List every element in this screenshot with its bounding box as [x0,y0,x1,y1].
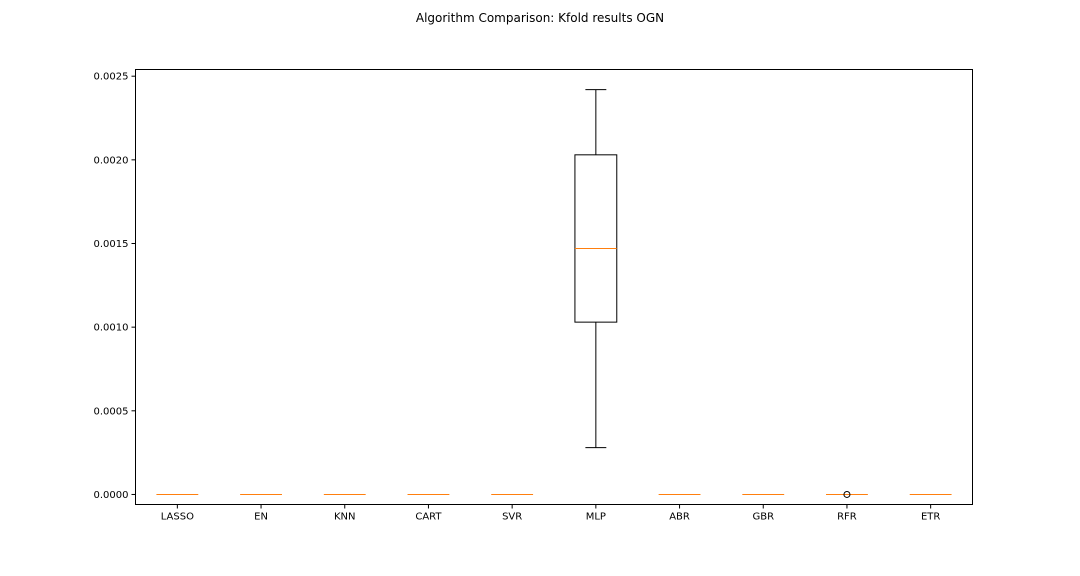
y-tick-label: 0.0000 [94,490,129,501]
plot-area [135,69,973,505]
x-tick-label: GBR [752,512,774,523]
x-tick-label: KNN [334,512,356,523]
box-mlp [574,89,618,449]
y-axis: 0.0000 0.0005 0.0010 0.0015 0.0020 0.0025 [94,72,136,501]
y-tick-label: 0.0010 [94,323,129,334]
y-tick-label: 0.0005 [94,406,129,417]
x-tick-label: ABR [669,512,690,523]
outlier-point [843,490,851,498]
y-tick-label: 0.0015 [94,239,129,250]
box-plots [156,89,952,498]
x-tick-label: EN [254,512,268,523]
iqr-box [574,154,618,323]
x-tick-label: ETR [921,512,940,523]
x-tick-label: SVR [502,512,522,523]
chart-title: Algorithm Comparison: Kfold results OGN [416,11,664,25]
x-tick-label: CART [415,512,442,523]
y-tick-label: 0.0025 [94,72,129,83]
x-tick-label: LASSO [161,512,194,523]
y-tick-label: 0.0020 [94,155,129,166]
x-axis: LASSO EN KNN CART SVR MLP ABR GBR RFR ETR [161,504,940,523]
box-rfr [826,490,868,498]
x-tick-label: RFR [837,512,857,523]
x-tick-label: MLP [586,512,606,523]
